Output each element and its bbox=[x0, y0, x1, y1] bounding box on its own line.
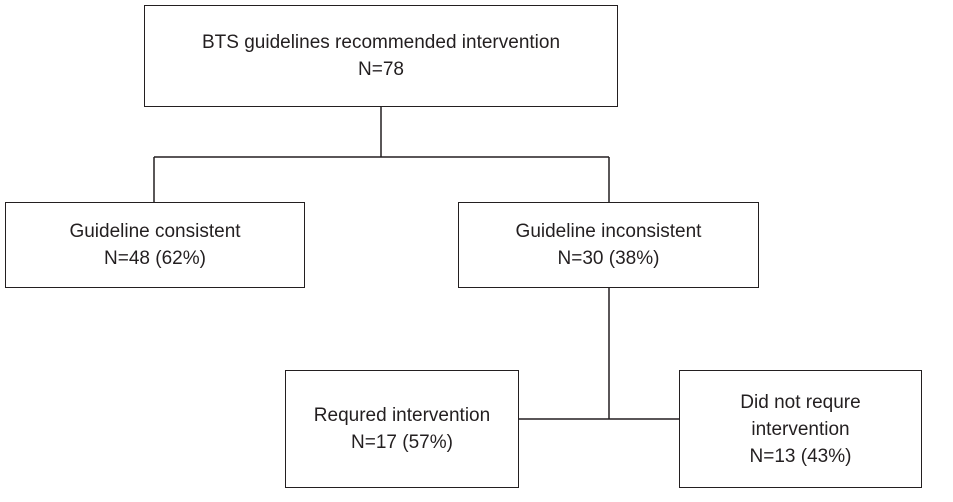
required-intervention-box: Requred intervention N=17 (57%) bbox=[285, 370, 519, 488]
not-required-title-line1: Did not requre bbox=[740, 391, 861, 413]
guideline-consistent-box: Guideline consistent N=48 (62%) bbox=[5, 202, 305, 288]
root-count: N=78 bbox=[358, 59, 404, 80]
required-count: N=17 (57%) bbox=[351, 432, 453, 453]
consistent-count: N=48 (62%) bbox=[104, 248, 206, 269]
consistent-title: Guideline consistent bbox=[69, 221, 241, 242]
not-required-count: N=13 (43%) bbox=[749, 445, 852, 467]
root-title: BTS guidelines recommended intervention bbox=[201, 32, 561, 53]
guideline-inconsistent-box: Guideline inconsistent N=30 (38%) bbox=[458, 202, 759, 288]
not-required-title-line2: intervention bbox=[751, 418, 850, 440]
inconsistent-title: Guideline inconsistent bbox=[515, 221, 702, 242]
inconsistent-count: N=30 (38%) bbox=[557, 248, 660, 269]
root-box: BTS guidelines recommended intervention … bbox=[144, 5, 618, 107]
not-required-intervention-box: Did not requre intervention N=13 (43%) bbox=[679, 370, 922, 488]
required-title: Requred intervention bbox=[313, 405, 491, 426]
